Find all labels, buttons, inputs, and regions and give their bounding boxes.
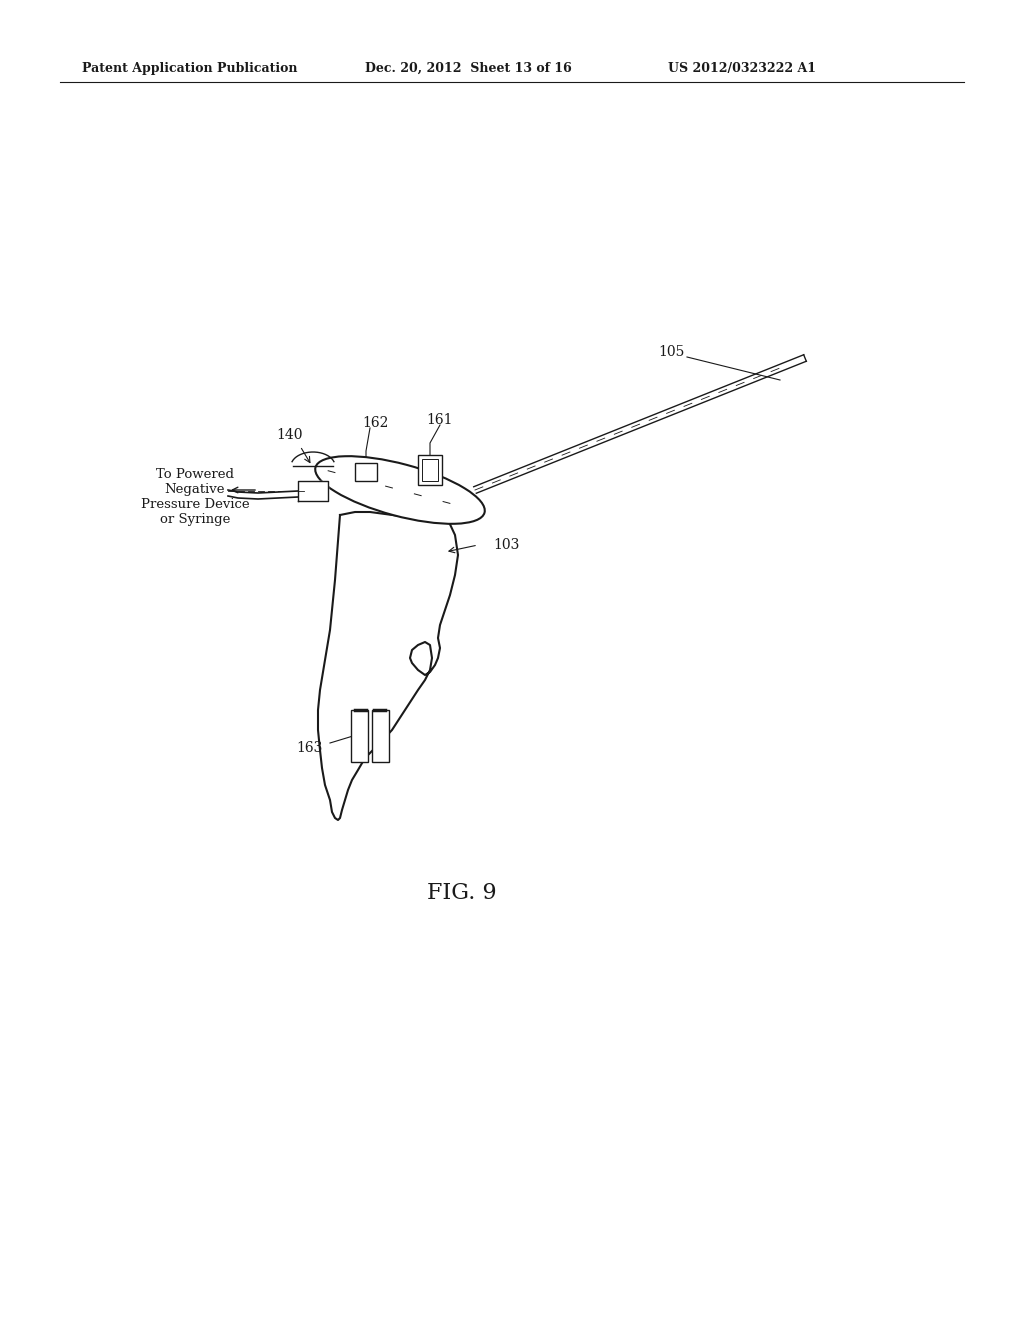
Text: 161: 161 [427, 413, 454, 426]
Text: 140: 140 [276, 428, 303, 442]
Ellipse shape [315, 457, 484, 524]
Text: Patent Application Publication: Patent Application Publication [82, 62, 298, 75]
Text: 105: 105 [658, 345, 685, 359]
Polygon shape [298, 480, 328, 502]
Text: 103: 103 [493, 539, 519, 552]
Text: US 2012/0323222 A1: US 2012/0323222 A1 [668, 62, 816, 75]
Bar [351, 710, 368, 762]
Text: 163: 163 [297, 741, 324, 755]
Text: FIG. 9: FIG. 9 [427, 882, 497, 904]
Text: Dec. 20, 2012  Sheet 13 of 16: Dec. 20, 2012 Sheet 13 of 16 [365, 62, 571, 75]
Text: To Powered
Negative
Pressure Device
or Syringe: To Powered Negative Pressure Device or S… [140, 469, 249, 525]
Bar [372, 710, 389, 762]
Bar [422, 459, 438, 480]
Text: 162: 162 [361, 416, 388, 430]
Bar [355, 463, 377, 480]
Bar [418, 455, 442, 484]
